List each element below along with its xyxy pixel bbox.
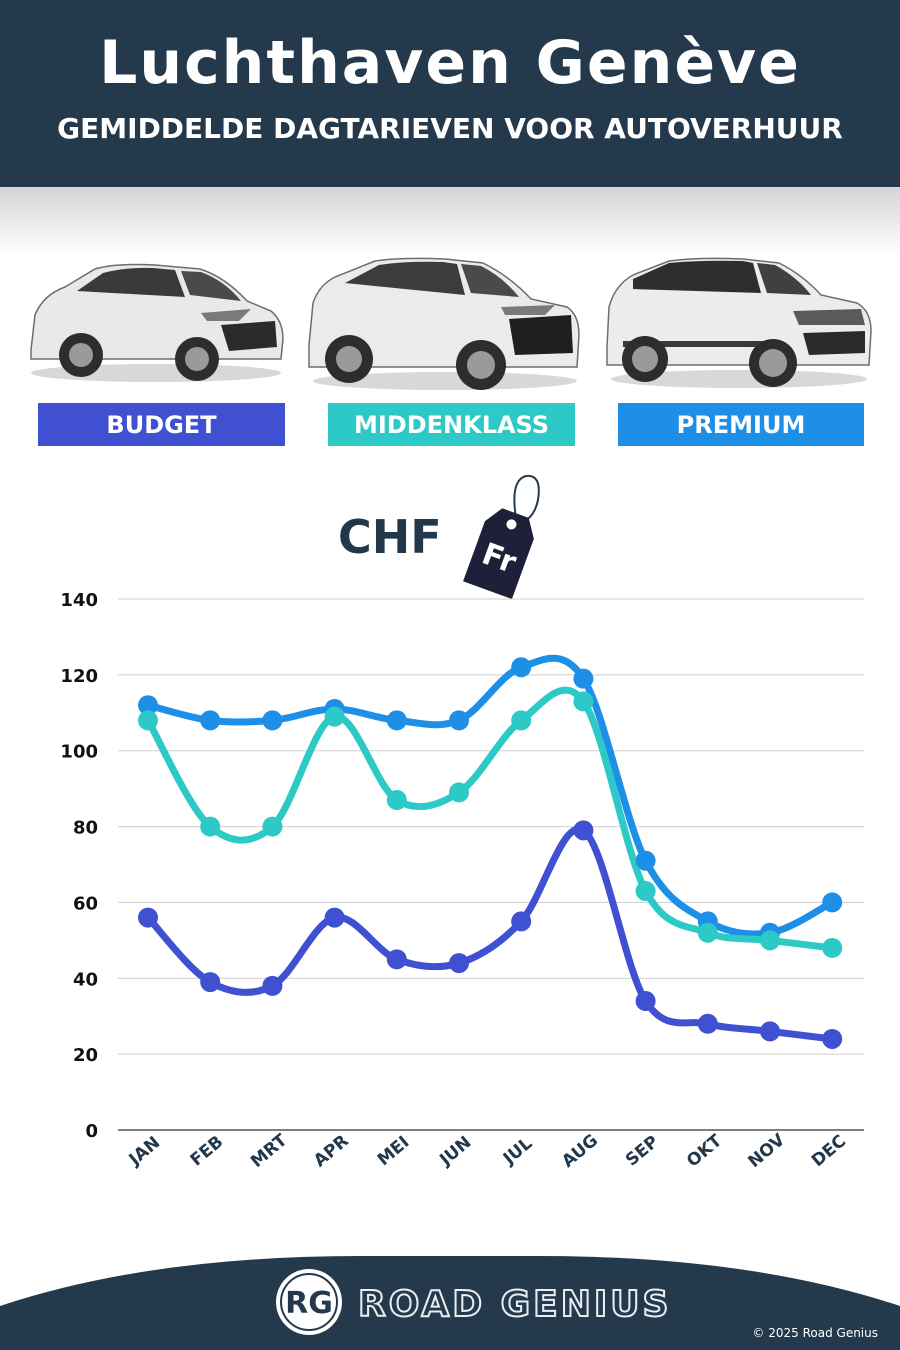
series-line-premium <box>144 654 836 938</box>
data-point-premium <box>138 695 158 716</box>
x-tick-label: JUN <box>435 1132 475 1170</box>
x-tick-label: DEC <box>808 1131 850 1171</box>
data-point-middenklass <box>635 881 656 902</box>
data-point-middenklass <box>324 706 345 727</box>
budget-label-text: BUDGET <box>106 410 217 439</box>
x-tick-label: MEI <box>374 1132 414 1170</box>
middenklass-car-image <box>308 257 580 390</box>
data-point-middenklass <box>760 930 780 951</box>
y-tick-label: 20 <box>73 1045 98 1066</box>
y-tick-label: 140 <box>60 590 98 611</box>
footer-logo-text: RG <box>285 1286 333 1321</box>
data-point-budget <box>138 907 158 928</box>
data-point-budget <box>324 907 345 928</box>
data-point-budget <box>511 911 532 932</box>
data-point-middenklass <box>822 937 843 958</box>
data-point-premium <box>449 710 469 731</box>
x-tick-label: OKT <box>683 1131 726 1172</box>
data-point-middenklass <box>573 691 594 712</box>
data-point-budget <box>760 1021 780 1042</box>
data-point-budget <box>822 1028 843 1049</box>
x-tick-label: JUL <box>499 1133 536 1169</box>
data-point-middenklass <box>511 710 532 731</box>
y-tick-label: 80 <box>73 818 98 839</box>
budget-car-image <box>30 263 284 382</box>
page-title: Luchthaven Genève <box>99 28 801 98</box>
data-point-budget <box>697 1013 718 1034</box>
x-tick-label: SEP <box>622 1132 663 1171</box>
data-point-premium <box>386 710 407 731</box>
data-point-middenklass <box>200 816 221 837</box>
x-tick-label: APR <box>310 1131 353 1171</box>
data-point-premium <box>511 657 532 678</box>
x-tick-label: NOV <box>745 1130 790 1172</box>
data-point-premium <box>200 710 221 731</box>
data-point-budget <box>449 953 469 974</box>
copyright-text: © 2025 Road Genius <box>752 1326 878 1340</box>
x-tick-label: AUG <box>558 1131 602 1172</box>
currency-label: CHF <box>338 510 442 564</box>
data-point-premium <box>635 850 656 871</box>
data-point-middenklass <box>449 782 469 803</box>
y-tick-label: 0 <box>85 1121 98 1142</box>
premium-label: PREMIUM <box>618 403 864 446</box>
budget-label: BUDGET <box>38 403 285 446</box>
data-point-middenklass <box>697 922 718 943</box>
page-subtitle: GEMIDDELDE DAGTARIEVEN VOOR AUTOVERHUUR <box>57 112 843 145</box>
price-tag-icon: Fr <box>463 474 540 600</box>
middenklass-label-text: MIDDENKLASS <box>353 410 550 439</box>
header-shadow <box>0 187 900 257</box>
middenklass-label: MIDDENKLASS <box>328 403 575 446</box>
line-chart: 0 20 40 60 80 100 120 140 JAN FEB MRT APR MEI JUN JUL… <box>60 590 864 1172</box>
data-point-premium <box>573 668 594 689</box>
premium-car-image <box>606 257 872 388</box>
footer-banner: RG ROAD GENIUS <box>0 1256 900 1350</box>
header-banner: Luchthaven Genève GEMIDDELDE DAGTARIEVEN… <box>0 0 900 187</box>
x-tick-label: JAN <box>125 1133 164 1171</box>
data-point-budget <box>386 949 407 970</box>
data-point-premium <box>262 710 283 731</box>
data-point-middenklass <box>262 816 283 837</box>
premium-label-text: PREMIUM <box>676 410 806 439</box>
x-tick-label: FEB <box>187 1132 228 1171</box>
footer-brand: ROAD GENIUS <box>358 1284 671 1325</box>
y-tick-label: 60 <box>73 893 98 914</box>
data-point-premium <box>822 892 843 913</box>
y-tick-label: 120 <box>60 666 98 687</box>
data-point-budget <box>573 820 594 841</box>
data-point-budget <box>635 991 656 1012</box>
data-point-budget <box>200 972 221 993</box>
y-tick-label: 100 <box>60 742 98 763</box>
y-tick-label: 40 <box>73 969 98 990</box>
data-point-middenklass <box>138 710 158 731</box>
x-tick-label: MRT <box>247 1130 291 1172</box>
data-point-middenklass <box>386 790 407 811</box>
data-point-budget <box>262 975 283 996</box>
series-line-middenklass <box>144 686 836 952</box>
